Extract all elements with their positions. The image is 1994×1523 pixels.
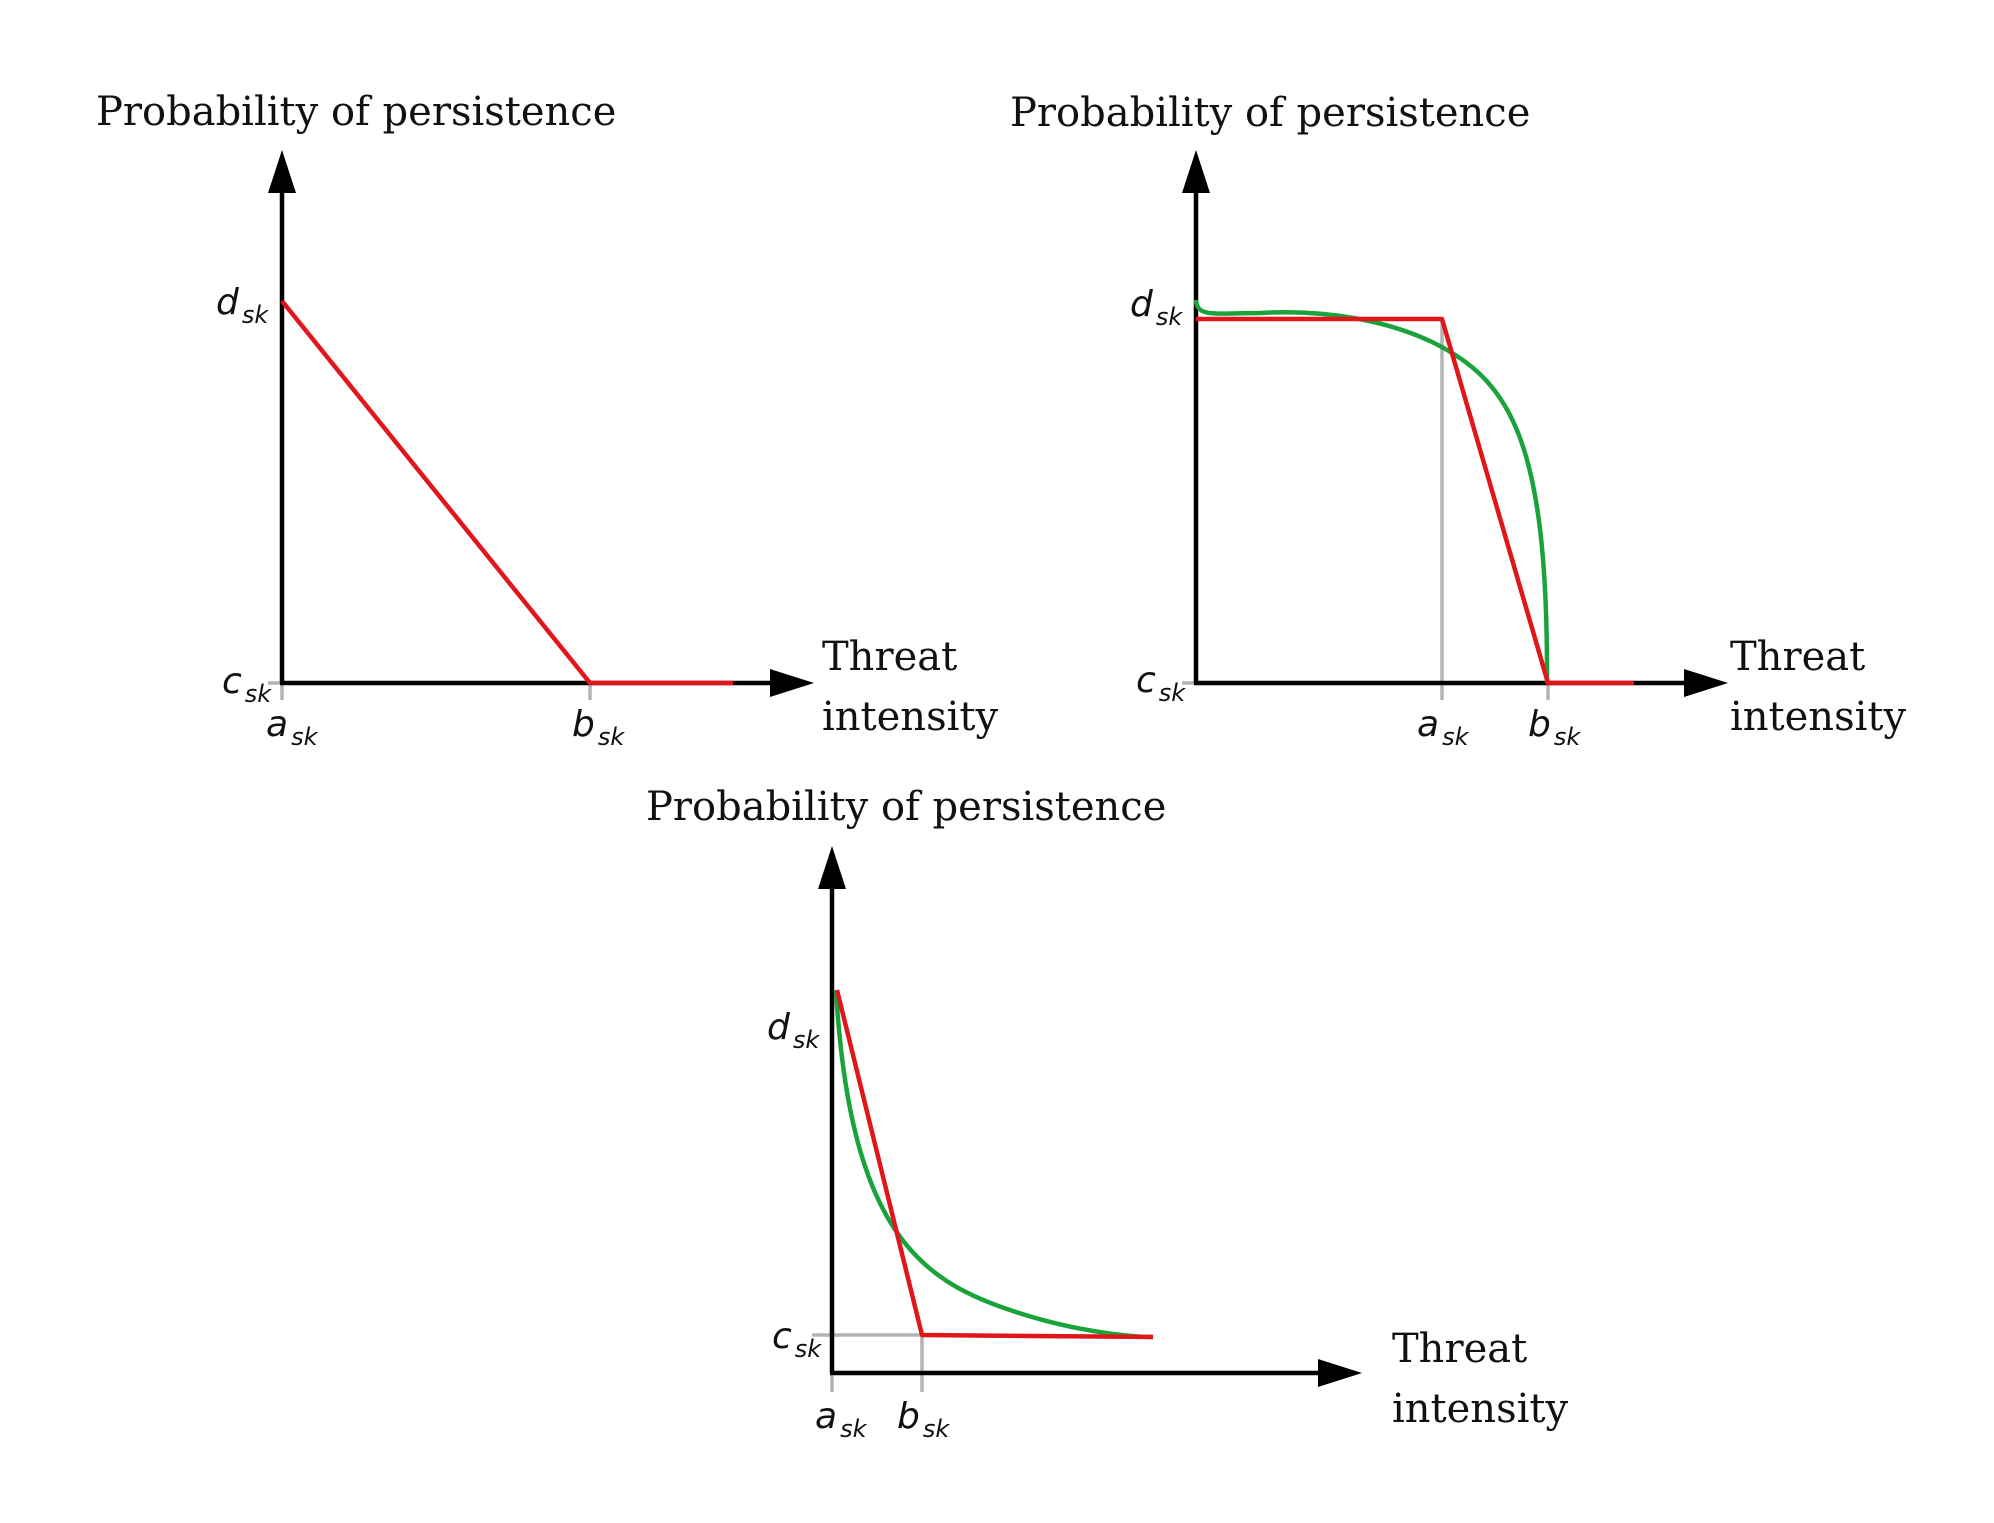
x-axis-arrow [1684, 669, 1728, 697]
a-sk-label: a sk [1417, 704, 1470, 751]
b-sk-label: b sk [572, 704, 625, 751]
panel-top-left: Probability of persistence d sk c sk a sk b… [96, 89, 998, 751]
a-sk-label: a sk [266, 704, 319, 751]
x-axis-title-line1: Threat [822, 634, 957, 680]
piecewise-linear-curve [280, 299, 733, 686]
x-axis-title-line2: intensity [1392, 1386, 1568, 1432]
x-axis-title-line1: Threat [1730, 634, 1865, 680]
smooth-fit-curve [1193, 299, 1550, 684]
c-sk-label: c sk [1136, 660, 1186, 707]
y-axis-arrow [818, 846, 846, 889]
x-axis-title-line2: intensity [1730, 694, 1906, 740]
smooth-fit-curve [833, 989, 1153, 1340]
y-axis-title: Probability of persistence [1010, 90, 1530, 136]
a-sk-label: a sk [815, 1396, 868, 1443]
c-sk-label: c sk [222, 661, 272, 708]
panel-bottom: Probability of persistence d sk c sk a sk b… [646, 784, 1568, 1443]
piecewise-linear-curve [1196, 316, 1634, 686]
d-sk-label: d sk [767, 1007, 820, 1054]
x-axis-title-line2: intensity [822, 694, 998, 740]
y-axis-arrow [1182, 150, 1210, 193]
x-axis-title-line1: Threat [1392, 1326, 1527, 1372]
d-sk-label: d sk [216, 282, 269, 329]
x-axis-arrow [1318, 1359, 1362, 1387]
y-axis-title: Probability of persistence [646, 784, 1166, 830]
d-sk-label: d sk [1130, 284, 1183, 331]
piecewise-linear-curve [834, 989, 1154, 1340]
x-axis-arrow [770, 669, 814, 697]
c-sk-label: c sk [772, 1316, 822, 1363]
y-axis-arrow [268, 150, 296, 193]
y-axis-title: Probability of persistence [96, 89, 616, 135]
panel-top-right: Probability of persistence d sk c sk a sk b… [1010, 90, 1906, 751]
b-sk-label: b sk [897, 1396, 950, 1443]
b-sk-label: b sk [1528, 704, 1581, 751]
